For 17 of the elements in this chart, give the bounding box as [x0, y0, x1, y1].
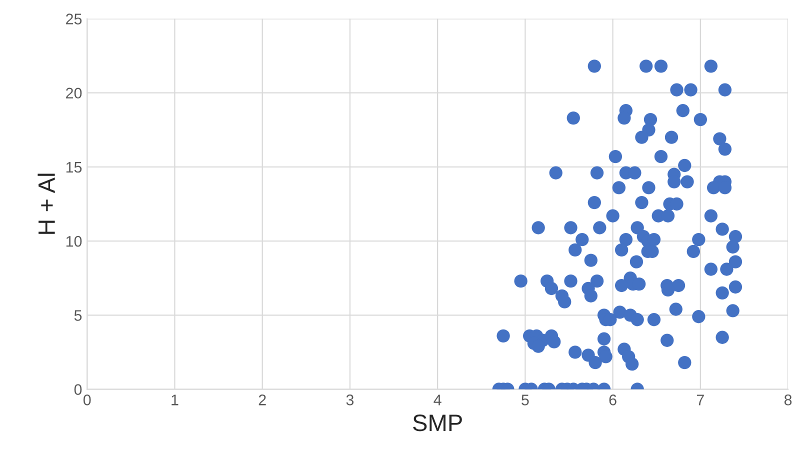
x-tick-label: 3: [346, 394, 354, 406]
y-tick-label: 20: [66, 88, 82, 99]
x-tick-label: 2: [258, 394, 266, 406]
y-tick-label: 15: [66, 162, 82, 173]
x-axis-title: SMP: [413, 414, 462, 432]
x-tick-label: 8: [784, 394, 792, 406]
y-tick-label: 0: [74, 384, 82, 395]
x-tick-label: 7: [696, 394, 704, 406]
y-tick-label: 5: [74, 310, 82, 321]
x-tick-label: 1: [172, 394, 178, 406]
y-tick-label: 10: [66, 236, 82, 247]
y-axis-title: H + Al: [38, 174, 55, 234]
x-tick-label: 4: [434, 394, 442, 406]
x-tick-label: 0: [83, 394, 91, 406]
y-tick-label: 25: [66, 14, 82, 24]
x-tick-label: 6: [609, 394, 616, 406]
x-tick-label: 5: [522, 394, 529, 406]
